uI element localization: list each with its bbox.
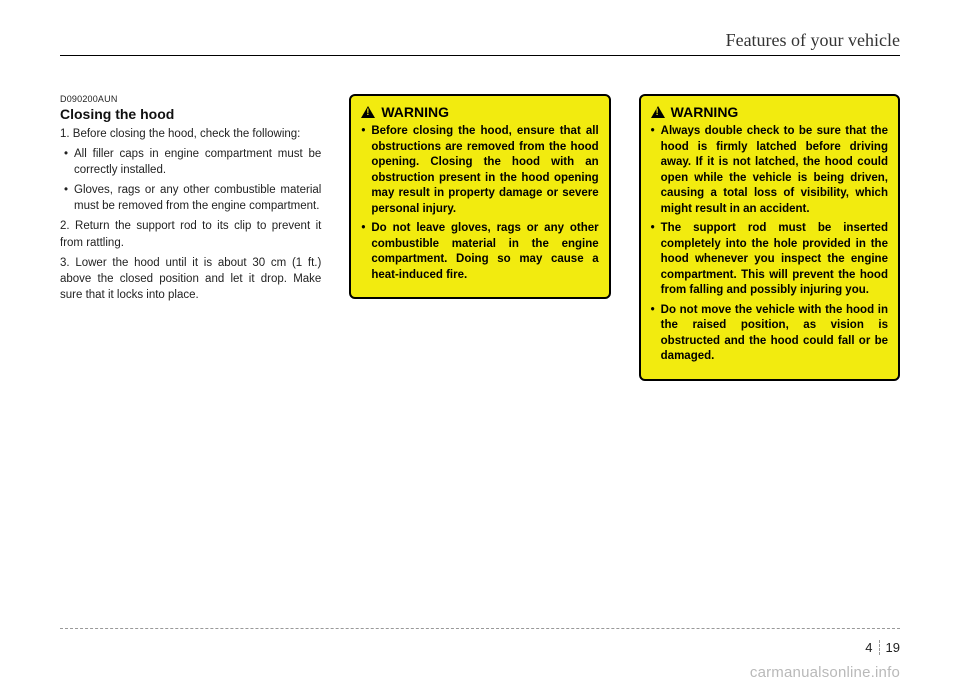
doc-code: D090200AUN (60, 94, 321, 104)
warning-triangle-icon (651, 106, 665, 118)
warning-box-1: WARNING Before closing the hood, ensure … (349, 94, 610, 299)
warning-header: WARNING (651, 104, 888, 120)
page-number: 4 19 (865, 640, 900, 655)
warning-header: WARNING (361, 104, 598, 120)
warning-item: Do not leave gloves, rags or any other c… (361, 221, 598, 283)
column-3: WARNING Always double check to be sure t… (639, 94, 900, 381)
watermark-text: carmanualsonline.info (750, 664, 900, 681)
section-header: Features of your vehicle (60, 30, 900, 56)
warning-item: Before closing the hood, ensure that all… (361, 124, 598, 217)
content-columns: D090200AUN Closing the hood 1. Before cl… (60, 94, 900, 381)
step-1-bullet: All filler caps in engine compartment mu… (60, 146, 321, 178)
subheading: Closing the hood (60, 106, 321, 122)
chapter-number: 4 (865, 640, 879, 655)
warning-box-2: WARNING Always double check to be sure t… (639, 94, 900, 381)
step-2: 2. Return the support rod to its clip to… (60, 218, 321, 250)
step-3: 3. Lower the hood until it is about 30 c… (60, 255, 321, 303)
column1-body: 1. Before closing the hood, check the fo… (60, 126, 321, 303)
step-1-bullet: Gloves, rags or any other combustible ma… (60, 182, 321, 214)
warning-title: WARNING (381, 104, 449, 120)
warning-list: Before closing the hood, ensure that all… (361, 124, 598, 283)
page-in-chapter: 19 (880, 640, 900, 655)
column-1: D090200AUN Closing the hood 1. Before cl… (60, 94, 321, 381)
section-title: Features of your vehicle (726, 30, 900, 50)
footer-divider (60, 628, 900, 629)
column-2: WARNING Before closing the hood, ensure … (349, 94, 610, 381)
warning-title: WARNING (671, 104, 739, 120)
manual-page: Features of your vehicle D090200AUN Clos… (0, 0, 960, 689)
warning-item: Always double check to be sure that the … (651, 124, 888, 217)
warning-triangle-icon (361, 106, 375, 118)
warning-list: Always double check to be sure that the … (651, 124, 888, 365)
warning-item: The support rod must be inserted complet… (651, 221, 888, 299)
warning-item: Do not move the vehicle with the hood in… (651, 303, 888, 365)
step-1-intro: 1. Before closing the hood, check the fo… (60, 126, 321, 142)
